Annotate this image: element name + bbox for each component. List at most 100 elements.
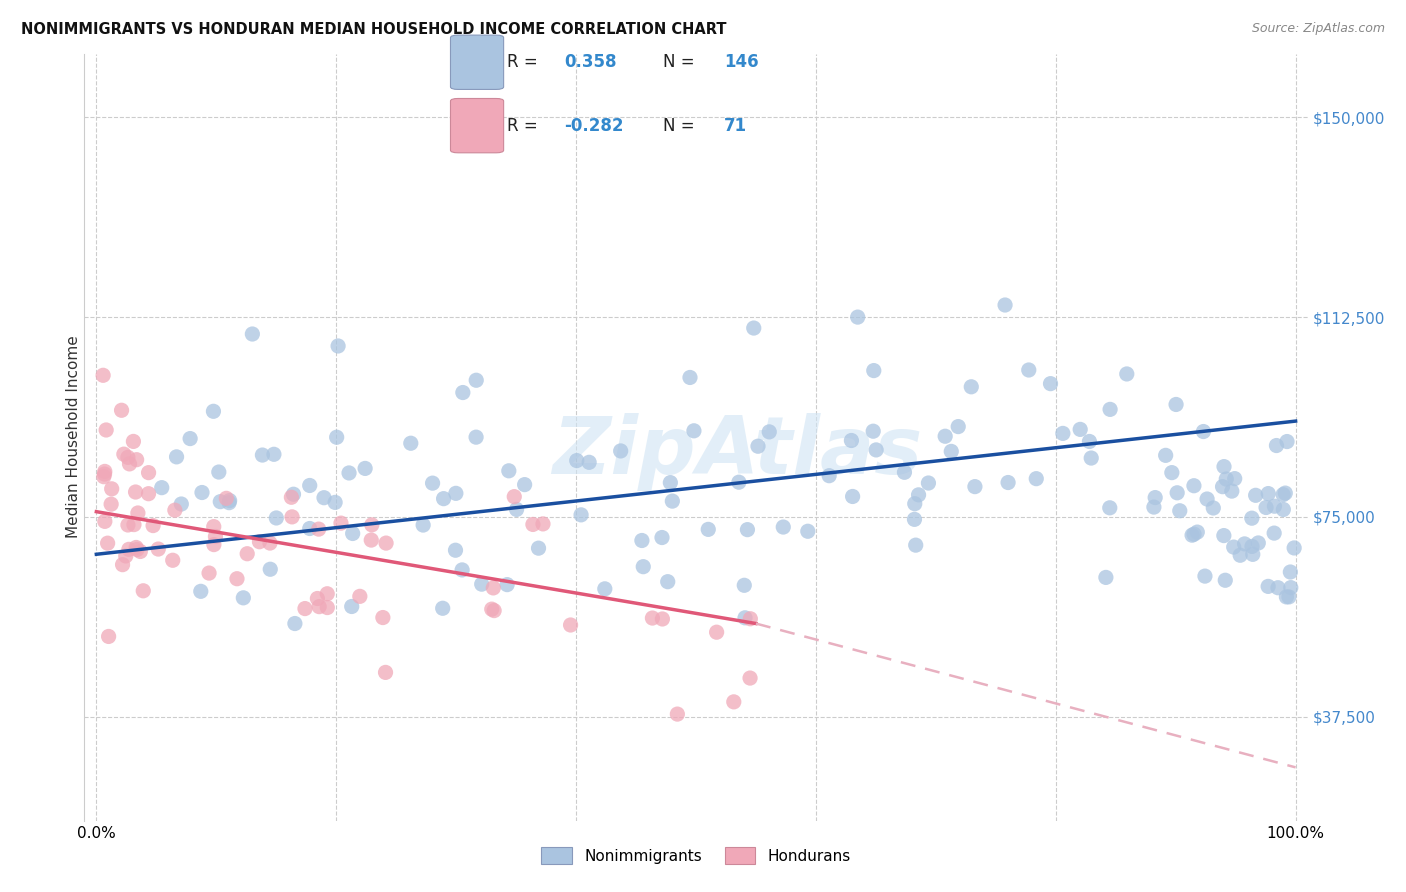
Point xyxy=(209,494,232,508)
Point xyxy=(1229,548,1251,562)
Point xyxy=(337,466,360,480)
Point xyxy=(349,590,371,604)
Point xyxy=(1282,541,1305,555)
Point xyxy=(166,450,188,464)
Point xyxy=(1257,579,1279,593)
Legend: Nonimmigrants, Hondurans: Nonimmigrants, Hondurans xyxy=(536,840,856,871)
Text: Atlas: Atlas xyxy=(696,413,922,491)
Point xyxy=(432,601,454,615)
Point xyxy=(733,578,755,592)
Point xyxy=(1080,451,1102,466)
Point xyxy=(1215,472,1237,486)
Point xyxy=(994,298,1017,312)
Point xyxy=(283,487,305,501)
Point xyxy=(505,502,527,516)
Point xyxy=(371,610,394,624)
Point xyxy=(1187,525,1209,540)
Point xyxy=(307,591,329,606)
Point xyxy=(118,542,141,557)
Point xyxy=(138,466,160,480)
Point xyxy=(422,476,444,491)
Point xyxy=(326,339,349,353)
Point xyxy=(1274,486,1296,500)
Point xyxy=(1240,540,1263,554)
Text: 0.358: 0.358 xyxy=(564,54,617,71)
Point xyxy=(323,495,346,509)
Point xyxy=(1279,565,1302,579)
Y-axis label: Median Household Income: Median Household Income xyxy=(66,335,80,539)
Point xyxy=(723,695,745,709)
Point xyxy=(496,577,519,591)
Text: R =: R = xyxy=(508,117,544,135)
Point xyxy=(375,536,398,550)
Point xyxy=(249,534,271,549)
Point xyxy=(444,543,467,558)
Point xyxy=(294,601,316,615)
Point xyxy=(1194,569,1216,583)
Point xyxy=(240,326,263,341)
Point xyxy=(93,469,115,483)
Point xyxy=(846,310,869,324)
Point xyxy=(162,553,184,567)
Point xyxy=(1078,434,1101,449)
Point xyxy=(738,671,761,685)
Point xyxy=(631,533,654,548)
Point xyxy=(569,508,592,522)
Point xyxy=(191,485,214,500)
Point xyxy=(661,494,683,508)
Point xyxy=(1241,547,1264,561)
FancyBboxPatch shape xyxy=(450,35,503,89)
Point xyxy=(110,403,132,417)
Point xyxy=(218,493,240,508)
Point xyxy=(1272,488,1295,502)
Point xyxy=(503,490,526,504)
Point xyxy=(298,478,321,492)
Point xyxy=(129,544,152,558)
Point xyxy=(740,612,762,626)
Point xyxy=(1275,590,1298,604)
Point xyxy=(865,442,887,457)
Point xyxy=(513,477,536,491)
Point xyxy=(1223,472,1246,486)
Point xyxy=(112,447,135,461)
Point xyxy=(163,503,186,517)
Point xyxy=(236,547,259,561)
Point xyxy=(1278,590,1301,604)
Point xyxy=(471,577,494,591)
Point xyxy=(481,602,503,616)
Point xyxy=(651,612,673,626)
Point xyxy=(252,448,274,462)
Point xyxy=(841,490,863,504)
Point xyxy=(1202,500,1225,515)
Point xyxy=(657,574,679,589)
Point xyxy=(150,481,173,495)
Point xyxy=(1181,528,1204,542)
Point xyxy=(93,467,115,481)
Point xyxy=(1265,438,1288,452)
Point xyxy=(118,457,141,471)
Point xyxy=(97,536,120,550)
Point xyxy=(266,511,288,525)
Point xyxy=(1144,491,1167,505)
Point xyxy=(202,519,225,533)
Point xyxy=(465,430,488,444)
Point xyxy=(1154,448,1177,462)
Text: Source: ZipAtlas.com: Source: ZipAtlas.com xyxy=(1251,22,1385,36)
Point xyxy=(960,380,983,394)
Point xyxy=(1052,426,1074,441)
Point xyxy=(1069,422,1091,436)
Point xyxy=(114,549,136,563)
Text: R =: R = xyxy=(508,54,544,71)
Point xyxy=(1212,480,1234,494)
Point xyxy=(208,465,231,479)
Point xyxy=(138,486,160,500)
Point xyxy=(1197,491,1219,506)
Point xyxy=(342,526,364,541)
Point xyxy=(308,522,330,536)
Point xyxy=(465,373,488,387)
Point xyxy=(1279,581,1302,595)
Point xyxy=(1018,363,1040,377)
Point xyxy=(1099,402,1122,417)
Point xyxy=(1164,397,1187,411)
Point xyxy=(893,465,915,479)
